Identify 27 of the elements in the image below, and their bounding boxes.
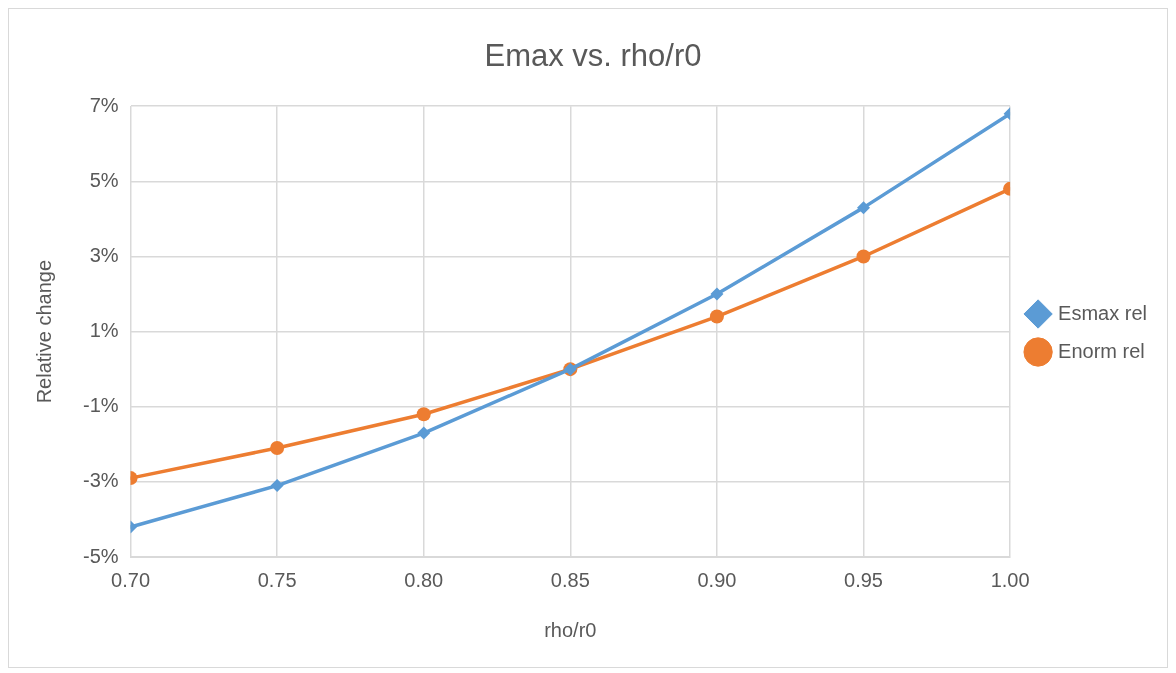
- point: [857, 201, 871, 215]
- y-tick-label: 7%: [89, 93, 119, 116]
- point: [856, 249, 871, 264]
- legend-label: Esmax rel: [1058, 301, 1147, 324]
- chart-title: Emax vs. rho/r0: [484, 38, 702, 74]
- point: [270, 479, 284, 493]
- x-tick-label: 0.75: [257, 568, 297, 591]
- y-tick-label: -3%: [82, 469, 119, 492]
- x-tick-label: 0.85: [550, 568, 590, 591]
- x-axis-title: rho/r0: [544, 618, 597, 641]
- point: [710, 287, 724, 301]
- point: [417, 426, 431, 440]
- y-axis-title: Relative change: [32, 259, 55, 404]
- legend-label: Enorm rel: [1058, 339, 1145, 362]
- x-tick-label: 0.80: [404, 568, 444, 591]
- x-tick-label: 0.95: [844, 568, 883, 591]
- point: [709, 309, 724, 324]
- y-tick-label: 1%: [89, 319, 119, 342]
- x-tick-label: 0.90: [697, 568, 737, 591]
- y-tick-label: -1%: [82, 394, 119, 417]
- point: [270, 441, 285, 456]
- point: [416, 407, 431, 422]
- x-tick-label: 1.00: [990, 568, 1030, 591]
- y-tick-label: 3%: [89, 243, 119, 266]
- y-tick-label: -5%: [82, 544, 119, 567]
- x-tick-label: 0.70: [111, 568, 151, 591]
- y-tick-label: 5%: [89, 168, 119, 191]
